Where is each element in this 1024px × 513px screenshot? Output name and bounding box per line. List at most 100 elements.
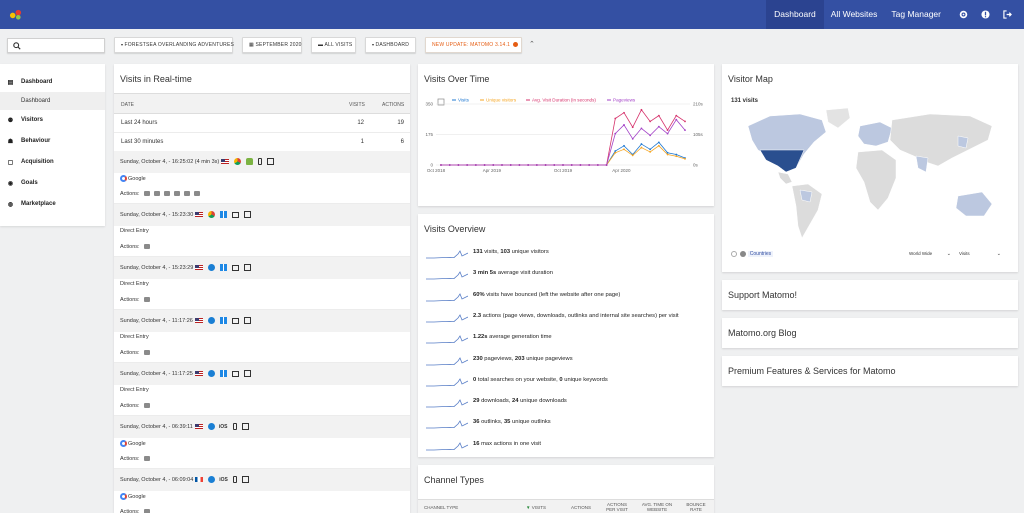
data-point[interactable]: [666, 129, 669, 132]
countries-link[interactable]: Countries: [747, 251, 774, 258]
action-icon[interactable]: [153, 191, 160, 197]
data-point[interactable]: [562, 164, 564, 166]
visitor-profile-icon[interactable]: [244, 264, 252, 272]
sparkline[interactable]: [426, 397, 468, 409]
data-point[interactable]: [553, 164, 556, 166]
data-point[interactable]: [614, 117, 617, 120]
action-icon[interactable]: [143, 244, 150, 250]
sparkline[interactable]: [426, 248, 468, 260]
visitor-profile-icon[interactable]: [241, 423, 249, 431]
data-point[interactable]: [570, 164, 573, 166]
visitor-profile-icon[interactable]: [267, 158, 275, 166]
segment-selector[interactable]: ▬ ALL VISITS: [311, 37, 356, 53]
action-icon[interactable]: [183, 191, 190, 197]
menu-item-dashboard[interactable]: ▤ Dashboard: [0, 72, 105, 92]
sparkline[interactable]: [426, 269, 468, 281]
help-icon[interactable]: [974, 0, 996, 29]
data-point[interactable]: [640, 146, 643, 149]
legend-label[interactable]: Pageviews: [613, 98, 636, 103]
data-point[interactable]: [579, 164, 582, 166]
logout-icon[interactable]: [996, 0, 1018, 29]
sparkline[interactable]: [426, 440, 468, 452]
data-point[interactable]: [544, 164, 547, 166]
data-point[interactable]: [492, 164, 495, 166]
visit-card[interactable]: Sunday, October 4, - 11:17:25 Direct Entr…: [114, 363, 410, 416]
data-point[interactable]: [596, 164, 599, 166]
menu-item-acquisition[interactable]: ▢ Acquisition: [0, 152, 105, 172]
data-point[interactable]: [501, 164, 503, 166]
data-point[interactable]: [657, 141, 660, 144]
data-point[interactable]: [457, 164, 460, 166]
data-point[interactable]: [675, 114, 678, 117]
sparkline[interactable]: [426, 291, 468, 303]
nav-dashboard-link[interactable]: Dashboard: [766, 0, 824, 29]
data-point[interactable]: [623, 144, 625, 147]
data-point[interactable]: [631, 126, 634, 129]
menu-item-behaviour[interactable]: ☗ Behaviour: [0, 131, 105, 151]
action-icon[interactable]: [143, 297, 150, 303]
visitor-profile-icon[interactable]: [241, 476, 249, 484]
sparkline[interactable]: [426, 418, 468, 430]
support-matomo-widget[interactable]: Support Matomo!: [722, 280, 1018, 310]
action-icon[interactable]: [163, 191, 170, 197]
data-point[interactable]: [535, 164, 538, 166]
data-point[interactable]: [675, 155, 678, 158]
action-icon[interactable]: [143, 509, 150, 513]
data-point[interactable]: [588, 164, 591, 166]
map-metric-select[interactable]: Visits ⌄: [959, 251, 1001, 257]
data-point[interactable]: [483, 164, 486, 166]
action-icon[interactable]: [173, 191, 180, 197]
period-selector[interactable]: ▦ SEPTEMBER 2020: [242, 37, 302, 53]
collapse-toggle-icon[interactable]: ⌃: [529, 41, 535, 48]
data-point[interactable]: [649, 151, 652, 153]
data-point[interactable]: [666, 151, 669, 154]
data-point[interactable]: [640, 127, 643, 130]
data-point[interactable]: [657, 125, 660, 128]
dashboard-manager-button[interactable]: ▾ DASHBOARD: [365, 37, 416, 53]
action-icon[interactable]: [143, 456, 150, 462]
chart-series-picker-icon[interactable]: [437, 98, 445, 106]
visits-over-time-chart[interactable]: Visits Unique visitors Avg. Visit Duration…: [418, 64, 714, 206]
matomo-blog-widget[interactable]: Matomo.org Blog: [722, 318, 1018, 348]
action-icon[interactable]: [143, 403, 150, 409]
data-point[interactable]: [666, 153, 669, 156]
visitor-profile-icon[interactable]: [243, 317, 251, 325]
data-point[interactable]: [657, 114, 660, 117]
sparkline[interactable]: [426, 355, 468, 367]
data-point[interactable]: [623, 124, 625, 126]
visit-card[interactable]: Sunday, October 4, - 15:23:30 Direct Entr…: [114, 204, 410, 257]
visit-card[interactable]: Sunday, October 4, - 06:39:11 iOS Google Ac…: [114, 416, 410, 469]
data-point[interactable]: [605, 164, 608, 166]
data-point[interactable]: [448, 164, 451, 166]
legend-label[interactable]: Unique visitors: [486, 98, 517, 103]
data-point[interactable]: [684, 120, 686, 123]
visit-card[interactable]: Sunday, October 4, - 06:09:04 iOS Google Ac…: [114, 469, 410, 513]
data-point[interactable]: [649, 120, 652, 123]
menu-subitem-dashboard[interactable]: Dashboard: [0, 92, 105, 110]
data-point[interactable]: [657, 144, 660, 147]
data-point[interactable]: [675, 153, 678, 156]
map-region-select[interactable]: World Wide ⌄: [909, 251, 951, 257]
data-point[interactable]: [640, 143, 643, 145]
data-point[interactable]: [649, 134, 652, 137]
menu-item-visitors[interactable]: ⚉ Visitors: [0, 110, 105, 130]
action-icon[interactable]: [143, 191, 150, 197]
visit-card[interactable]: Sunday, October 4, - 11:17:26 Direct Entr…: [114, 310, 410, 363]
visitor-profile-icon[interactable]: [243, 370, 251, 378]
legend-label[interactable]: Visits: [458, 98, 470, 103]
nav-tag-manager-link[interactable]: Tag Manager: [891, 9, 941, 19]
menu-item-marketplace[interactable]: ◍ Marketplace: [0, 194, 105, 214]
data-point[interactable]: [527, 164, 530, 166]
update-notification-button[interactable]: NEW UPDATE: MATOMO 3.14.1: [425, 37, 522, 53]
data-point[interactable]: [623, 111, 625, 114]
data-point[interactable]: [623, 148, 625, 151]
data-point[interactable]: [518, 164, 521, 166]
site-selector[interactable]: ▾ FORESTSEA OVERLANDING ADVENTURES: [114, 37, 234, 53]
sparkline[interactable]: [426, 312, 468, 324]
action-icon[interactable]: [143, 350, 150, 356]
data-point[interactable]: [474, 164, 477, 166]
sparkline[interactable]: [426, 376, 468, 388]
data-point[interactable]: [684, 129, 686, 132]
action-icon[interactable]: [193, 191, 200, 197]
world-map[interactable]: [730, 106, 1010, 246]
